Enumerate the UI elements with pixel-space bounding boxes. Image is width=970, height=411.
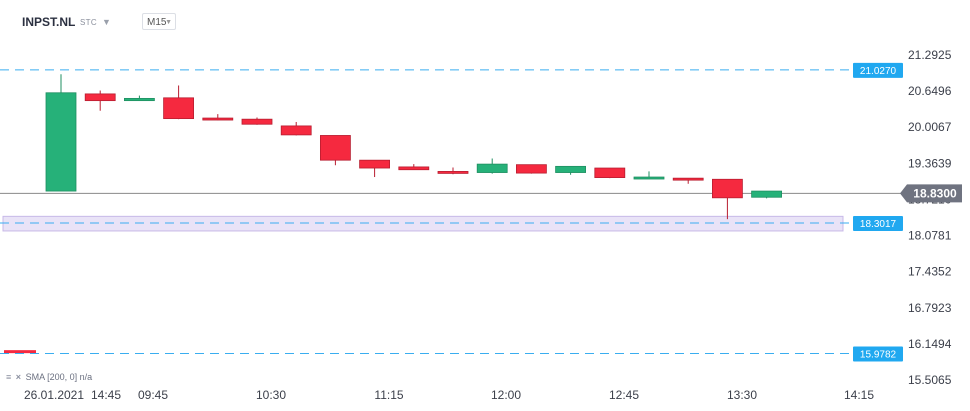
candle-body[interactable] <box>319 135 351 161</box>
indicator-params: [200, 0] <box>47 372 78 382</box>
x-tick-label: 13:30 <box>727 388 757 402</box>
candle-body[interactable] <box>751 190 782 198</box>
candle-body[interactable] <box>633 176 665 180</box>
x-tick-label: 12:45 <box>609 388 639 402</box>
level-price-badge-text: 18.3017 <box>860 219 897 230</box>
level-price-badge[interactable] <box>853 215 903 231</box>
candle-body[interactable] <box>241 118 273 125</box>
candle-body[interactable] <box>594 167 626 178</box>
x-tick-label: 10:30 <box>256 388 286 402</box>
candle-body[interactable] <box>280 125 312 136</box>
y-tick-label: 16.7923 <box>908 301 952 315</box>
y-tick-label: 21.2925 <box>908 48 952 62</box>
chevron-down-icon: ▼ <box>165 19 172 26</box>
candle-body[interactable] <box>202 117 234 121</box>
x-tick-label: 26.01.2021 <box>24 388 84 402</box>
y-tick-label: 18.0781 <box>908 229 952 243</box>
candle-body[interactable] <box>124 97 155 102</box>
level-price-badge[interactable] <box>853 62 903 78</box>
symbol-dropdown-icon[interactable]: ▼ <box>102 17 111 27</box>
y-tick-label: 17.4352 <box>908 265 952 279</box>
x-tick-label: 14:45 <box>91 388 121 402</box>
candle-body[interactable] <box>712 178 743 199</box>
x-tick-label: 14:15 <box>844 388 874 402</box>
candle-body[interactable] <box>398 166 430 171</box>
symbol-label[interactable]: INPST.NL <box>22 15 76 29</box>
level-price-badge[interactable] <box>853 346 903 362</box>
y-tick-label: 19.3639 <box>908 156 952 170</box>
chart-toolbar: INPST.NL STC ▼ M15 ▼ <box>0 0 970 40</box>
candle-body[interactable] <box>437 171 469 174</box>
y-tick-label: 20.6496 <box>908 84 952 98</box>
price-zone[interactable] <box>2 215 844 232</box>
candle-body[interactable] <box>672 177 704 181</box>
x-tick-label: 09:45 <box>138 388 168 402</box>
candle-body[interactable] <box>84 93 116 102</box>
exchange-label: STC <box>80 18 97 27</box>
close-icon[interactable]: × <box>15 372 22 382</box>
x-tick-label: 11:15 <box>374 388 403 402</box>
level-price-badge-text: 21.0270 <box>860 66 897 77</box>
y-tick-label: 20.0067 <box>908 120 952 134</box>
indicator-settings-icon[interactable]: ≡ <box>6 372 12 382</box>
y-tick-label: 16.1494 <box>908 337 952 351</box>
sma-indicator-legend: ≡ × SMA [200, 0] n/a <box>6 372 92 382</box>
current-price-badge <box>900 184 962 203</box>
indicator-name: SMA <box>25 372 45 382</box>
candle-body[interactable] <box>45 92 77 192</box>
current-price-label: 18.8300 <box>913 186 957 200</box>
indicator-value: n/a <box>79 372 93 382</box>
x-tick-label: 12:00 <box>491 388 521 402</box>
candle-body[interactable] <box>163 97 195 120</box>
candle-body[interactable] <box>359 159 391 169</box>
level-price-badge-text: 15.9782 <box>860 350 897 361</box>
history-candle-stub <box>4 350 36 354</box>
candle-body[interactable] <box>476 163 508 173</box>
candle-body[interactable] <box>555 165 586 173</box>
candle-body[interactable] <box>516 164 547 174</box>
y-tick-label: 15.5065 <box>908 373 952 387</box>
timeframe-select[interactable]: M15 ▼ <box>142 13 176 30</box>
timeframe-value: M15 <box>147 17 167 28</box>
